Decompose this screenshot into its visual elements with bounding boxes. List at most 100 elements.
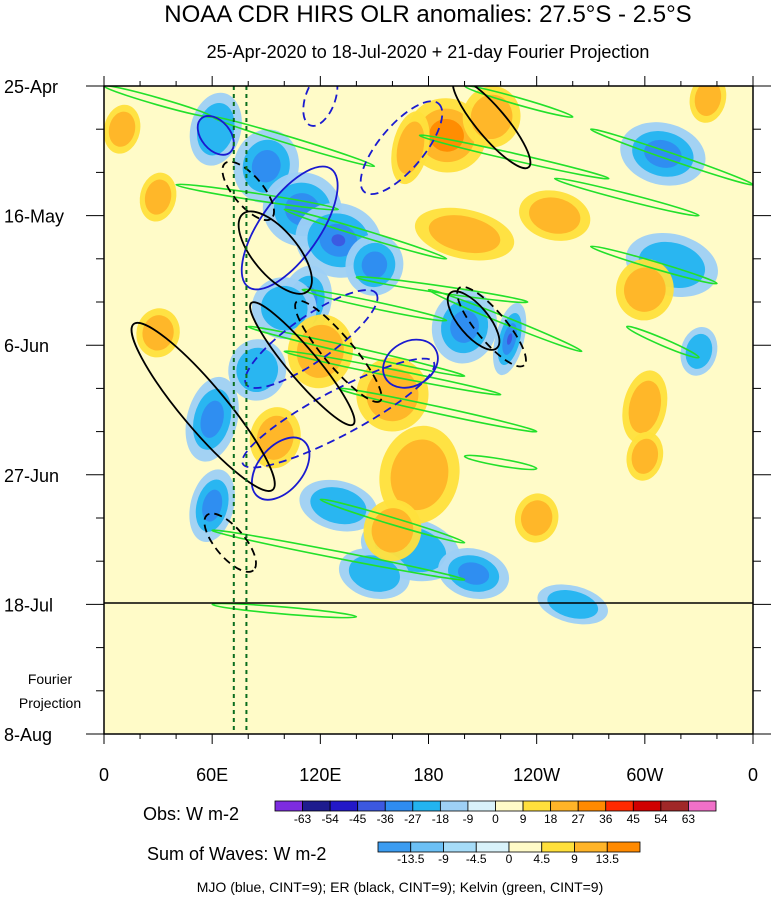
kelvin-contour-16 <box>211 602 358 619</box>
wave-colorbar-level-3: 0 <box>506 852 513 866</box>
x-tick-label-6: 0 <box>748 765 758 785</box>
obs-colorbar-swatch-2 <box>329 800 359 812</box>
anomaly-neg-18 <box>680 327 718 376</box>
x-tick-label-0: 0 <box>99 765 109 785</box>
anomaly-neg-14-level-1 <box>348 555 400 592</box>
wave-colorbar-swatch-1 <box>410 841 444 853</box>
obs-colorbar-swatch-8 <box>495 800 524 812</box>
anomaly-pos-31 <box>622 370 668 444</box>
er-contour-7 <box>294 299 383 403</box>
obs-colorbar-level-4: -27 <box>404 812 422 826</box>
anomaly-pos-23 <box>414 207 515 261</box>
anomaly-neg-18-level-1 <box>685 333 713 369</box>
kelvin-contour-10 <box>589 245 718 285</box>
projection-label-line-2: Projection <box>19 695 81 711</box>
er-contour-2 <box>221 160 275 222</box>
anomaly-neg-19 <box>537 584 608 625</box>
obs-colorbar-level-14: 63 <box>682 812 696 826</box>
obs-colorbar-level-13: 54 <box>654 812 668 826</box>
anomaly-pos-33 <box>104 104 141 154</box>
anomaly-pos-37 <box>139 172 177 222</box>
kelvin-contour-12 <box>283 350 502 396</box>
anomaly-neg-19-level-1 <box>547 590 599 619</box>
y-tick-label-1: 16-May <box>4 207 64 227</box>
obs-colorbar-level-5: -18 <box>432 812 450 826</box>
anomaly-pos-33-level-1 <box>108 111 136 147</box>
er-contour-1 <box>237 210 313 295</box>
anomaly-neg-13 <box>438 548 510 600</box>
wave-colorbar-level-1: -9 <box>438 852 449 866</box>
y-tick-label-3: 27-Jun <box>4 466 59 486</box>
wave-colorbar-swatch-6 <box>574 841 608 853</box>
obs-colorbar-swatch-10 <box>550 800 579 812</box>
wave-colorbar-swatch-2 <box>443 841 477 853</box>
anomaly-neg-10 <box>189 469 235 542</box>
obs-colorbar-level-7: 0 <box>492 812 499 826</box>
anomaly-neg-5-level-2 <box>450 310 479 343</box>
kelvin-contour-11 <box>247 325 466 378</box>
wave-colorbar-level-5: 9 <box>571 852 578 866</box>
anomaly-pos-35-level-1 <box>694 86 722 116</box>
kelvin-contour-17 <box>463 454 538 471</box>
anomaly-pos-28 <box>379 425 460 524</box>
anomaly-neg-11-level-1 <box>310 487 367 525</box>
anomaly-neg-1-level-2 <box>251 150 281 183</box>
er-contour-5 <box>451 86 532 170</box>
er-contour-4 <box>456 285 527 368</box>
anomaly-pos-30-level-1 <box>520 500 553 536</box>
anomaly-pos-22 <box>391 111 430 185</box>
y-axis: 25-Apr 16-May 6-Jun 27-Jun 18-Jul 8-Aug <box>4 77 771 745</box>
x-tick-label-5: 60W <box>626 765 663 785</box>
kelvin-contour-1 <box>175 183 340 211</box>
obs-colorbar-swatch-13 <box>632 800 662 812</box>
anomaly-neg-14 <box>338 548 410 600</box>
anomaly-pos-28-level-1 <box>390 439 449 511</box>
wave-colorbar-swatch-4 <box>508 841 543 853</box>
kelvin-contour-7 <box>418 134 610 180</box>
x-tick-label-4: 120W <box>513 765 560 785</box>
anomaly-pos-29 <box>363 499 422 562</box>
kelvin-contour-6 <box>427 288 583 353</box>
anomaly-pos-22-level-1 <box>396 121 425 174</box>
obs-colorbar-swatch-6 <box>439 800 469 812</box>
anomaly-neg-4-level-2 <box>361 251 388 279</box>
chart-subtitle: 25-Apr-2020 to 18-Jul-2020 + 21-day Four… <box>207 42 650 62</box>
anomaly-neg-7-level-2 <box>200 400 224 438</box>
er-contour-8 <box>203 512 257 573</box>
obs-colorbar-level-12: 45 <box>627 812 641 826</box>
anomaly-pos-36-level-1 <box>256 415 294 460</box>
anomaly-neg-6-level-3 <box>506 333 513 345</box>
obs-colorbar-level-2: -45 <box>349 812 367 826</box>
anomaly-pos-37-level-1 <box>144 179 172 215</box>
anomaly-neg-6 <box>493 302 527 376</box>
y-tick-label-4: 18-Jul <box>4 595 53 615</box>
anomaly-pos-21-level-1 <box>470 94 513 140</box>
projection-label-line-1: Fourier <box>28 671 73 687</box>
obs-colorbar-label: Obs: W m-2 <box>143 804 239 824</box>
chart-footer: MJO (blue, CINT=9); ER (black, CINT=9); … <box>197 879 604 895</box>
anomaly-pos-25 <box>615 258 674 321</box>
wave-colorbar-level-0: -13.5 <box>397 852 425 866</box>
obs-colorbar-level-3: -36 <box>377 812 395 826</box>
kelvin-contour-18 <box>625 325 700 359</box>
obs-colorbar: -63 -54 -45 -36 -27 -18 -9 0 9 18 27 36 45 54 63 <box>274 800 717 826</box>
obs-colorbar-level-8: 9 <box>520 812 527 826</box>
y-tick-label-0: 25-Apr <box>4 77 58 97</box>
x-tick-label-1: 60E <box>196 765 228 785</box>
kelvin-contour-14 <box>319 498 466 544</box>
x-tick-label-3: 180 <box>413 765 443 785</box>
y-tick-label-2: 6-Jun <box>4 336 49 356</box>
kelvin-contour-8 <box>589 128 753 186</box>
mjo-contour-1 <box>240 165 339 291</box>
obs-colorbar-swatch-15 <box>688 800 717 812</box>
obs-colorbar-swatch-5 <box>412 800 441 812</box>
obs-colorbar-swatch-14 <box>660 800 689 812</box>
mjo-contour-0 <box>196 115 235 156</box>
wave-colorbar-swatch-3 <box>475 841 510 853</box>
obs-colorbar-swatch-7 <box>467 800 496 812</box>
er-contour-3 <box>446 290 501 351</box>
obs-colorbar-level-1: -54 <box>321 812 339 826</box>
anomaly-pos-24 <box>519 190 591 241</box>
anomaly-pos-20-level-2 <box>429 119 464 152</box>
reference-lines <box>232 86 248 734</box>
